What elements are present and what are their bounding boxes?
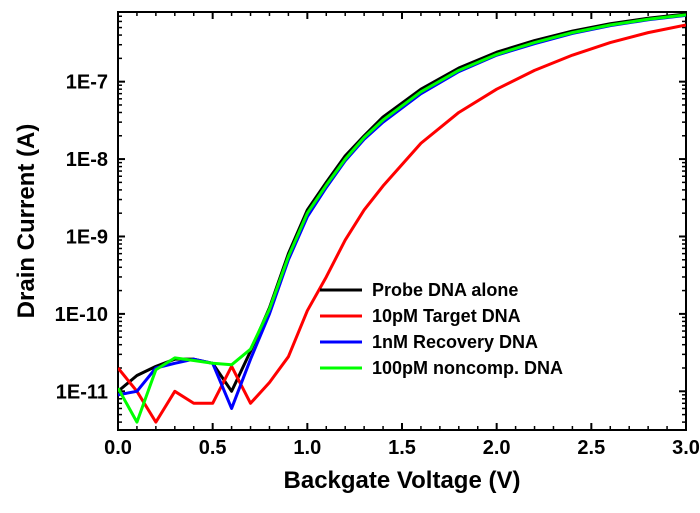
x-tick-label: 1.5 bbox=[388, 437, 416, 459]
y-axis-title: Drain Current (A) bbox=[13, 124, 40, 319]
y-tick-label: 1E-7 bbox=[66, 72, 108, 94]
y-tick-label: 1E-9 bbox=[66, 226, 108, 248]
chart-svg: 0.0 0.5 1.0 1.5 2.0 2.5 3.0 1E-11 1E-10 1E-9 1E-8 1… bbox=[0, 0, 700, 513]
y-tick-label: 1E-10 bbox=[55, 304, 108, 326]
x-tick-label: 2.5 bbox=[577, 437, 605, 459]
x-tick-label: 1.0 bbox=[293, 437, 321, 459]
x-axis-title: Backgate Voltage (V) bbox=[284, 467, 521, 494]
x-tick-label: 0.5 bbox=[199, 437, 227, 459]
legend-label: 1nM Recovery DNA bbox=[372, 332, 538, 352]
x-tick-label: 2.0 bbox=[483, 437, 511, 459]
legend-label: 10pM Target DNA bbox=[372, 306, 521, 326]
x-tick-label: 3.0 bbox=[672, 437, 700, 459]
chart-container: 0.0 0.5 1.0 1.5 2.0 2.5 3.0 1E-11 1E-10 1E-9 1E-8 1… bbox=[0, 0, 700, 513]
legend-label: 100pM noncomp. DNA bbox=[372, 358, 563, 378]
y-tick-label: 1E-8 bbox=[66, 149, 108, 171]
legend-label: Probe DNA alone bbox=[372, 280, 518, 300]
x-tick-label: 0.0 bbox=[104, 437, 132, 459]
y-tick-label: 1E-11 bbox=[56, 381, 108, 403]
